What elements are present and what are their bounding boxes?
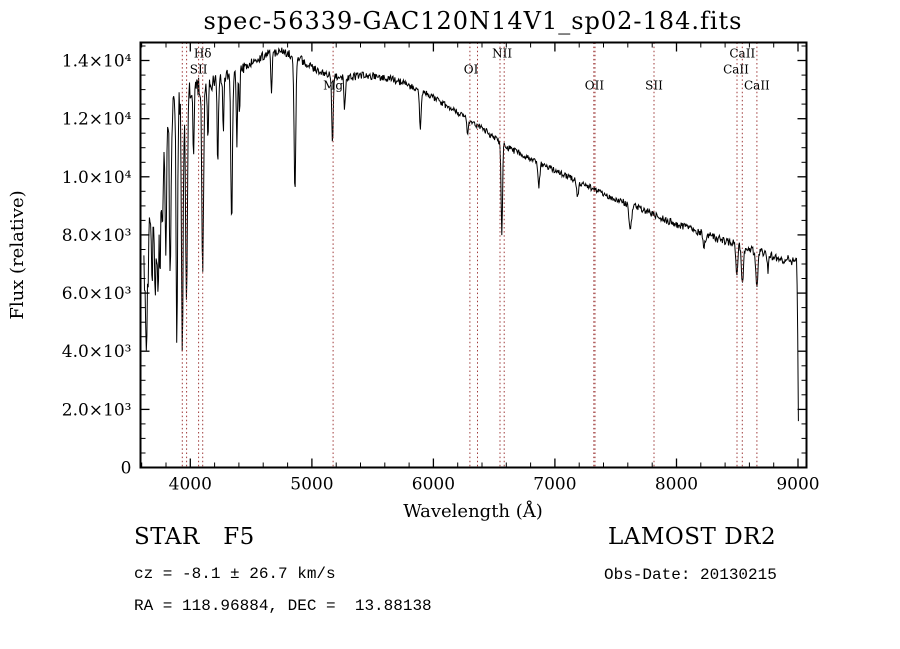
spectral-line-label: CaII xyxy=(744,79,770,93)
x-tick-label: 7000 xyxy=(533,475,576,495)
x-tick-label: 4000 xyxy=(169,475,212,495)
x-tick-label: 9000 xyxy=(776,475,819,495)
spectral-line-label: Mg xyxy=(323,79,343,93)
redshift-text: cz = -8.1 ± 26.7 km/s xyxy=(134,565,336,583)
y-tick-label: 1.4×10⁴ xyxy=(62,52,132,72)
spectral-line-label: CaII xyxy=(723,63,749,77)
y-tick-label: 0 xyxy=(121,459,132,479)
spectral-line-label: Hδ xyxy=(194,47,212,61)
spectral-line-label: SII xyxy=(645,79,663,93)
spectral-line-label: CaII xyxy=(729,47,755,61)
spectral-line-label: SII xyxy=(190,63,208,77)
spectrum-plot: Wavelength (Å) Flux (relative) 4000 5000 6… xyxy=(7,41,820,522)
y-tick-label: 8.0×10³ xyxy=(62,226,132,246)
x-tick-label: 6000 xyxy=(412,475,455,495)
y-tick-label: 6.0×10³ xyxy=(62,284,132,304)
plot-title: spec-56339-GAC120N14V1_sp02-184.fits xyxy=(203,7,743,35)
obs-date-text: Obs-Date: 20130215 xyxy=(604,566,777,584)
spectrum-line xyxy=(143,47,799,422)
y-tick-label: 1.0×10⁴ xyxy=(62,168,132,188)
y-tick-label: 2.0×10³ xyxy=(62,400,132,420)
x-axis-label: Wavelength (Å) xyxy=(403,500,543,522)
spectral-line-label: OII xyxy=(585,79,605,93)
y-tick-label: 4.0×10³ xyxy=(62,342,132,362)
object-class-text: STAR F5 xyxy=(134,524,255,550)
x-tick-label: 8000 xyxy=(655,475,698,495)
ra-dec-text: RA = 118.96884, DEC = 13.88138 xyxy=(134,597,432,615)
spectral-line-label: OI xyxy=(464,63,479,77)
plot-border xyxy=(139,41,808,469)
x-tick-label: 5000 xyxy=(290,475,333,495)
y-tick-label: 1.2×10⁴ xyxy=(62,110,132,130)
spectral-line-label: NII xyxy=(492,47,512,61)
survey-name-text: LAMOST DR2 xyxy=(608,524,777,550)
y-axis-label: Flux (relative) xyxy=(7,190,28,319)
